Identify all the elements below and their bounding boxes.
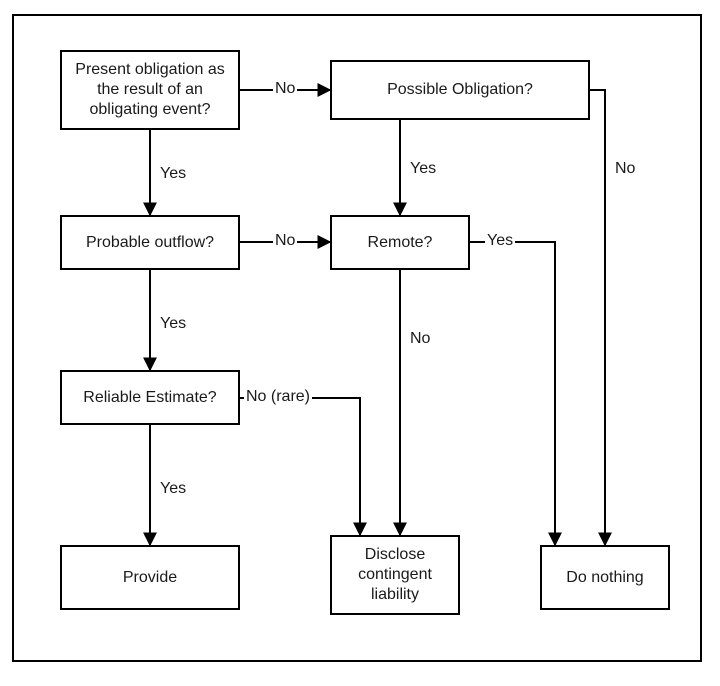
node-label: Remote? bbox=[368, 233, 433, 253]
edge-label-present_yes: Yes bbox=[158, 165, 188, 183]
node-label: Do nothing bbox=[566, 568, 643, 588]
node-do-nothing: Do nothing bbox=[540, 545, 670, 610]
node-label: Provide bbox=[123, 568, 177, 588]
node-possible-obligation: Possible Obligation? bbox=[330, 60, 590, 120]
edge-label-reliable_yes: Yes bbox=[158, 480, 188, 498]
node-label: Possible Obligation? bbox=[387, 80, 533, 100]
node-label: Probable outflow? bbox=[86, 233, 214, 253]
edge-label-possible_yes: Yes bbox=[408, 160, 438, 178]
node-reliable-estimate: Reliable Estimate? bbox=[60, 370, 240, 425]
node-label: Present obligation as the result of an o… bbox=[70, 60, 230, 120]
edge-label-possible_no: No bbox=[613, 160, 637, 178]
edge-label-remote_no: No bbox=[408, 330, 432, 348]
node-label: Disclose contingent liability bbox=[340, 545, 450, 605]
node-disclose: Disclose contingent liability bbox=[330, 535, 460, 615]
node-remote: Remote? bbox=[330, 215, 470, 270]
node-present-obligation: Present obligation as the result of an o… bbox=[60, 50, 240, 130]
node-label: Reliable Estimate? bbox=[83, 388, 216, 408]
edge-label-remote_yes: Yes bbox=[485, 232, 515, 250]
edge-label-reliable_no: No (rare) bbox=[244, 388, 312, 406]
node-probable-outflow: Probable outflow? bbox=[60, 215, 240, 270]
edge-label-probable_no: No bbox=[273, 232, 297, 250]
edge-label-probable_yes: Yes bbox=[158, 315, 188, 333]
edge-label-present_no: No bbox=[273, 80, 297, 98]
node-provide: Provide bbox=[60, 545, 240, 610]
flowchart-canvas: Present obligation as the result of an o… bbox=[0, 0, 720, 686]
